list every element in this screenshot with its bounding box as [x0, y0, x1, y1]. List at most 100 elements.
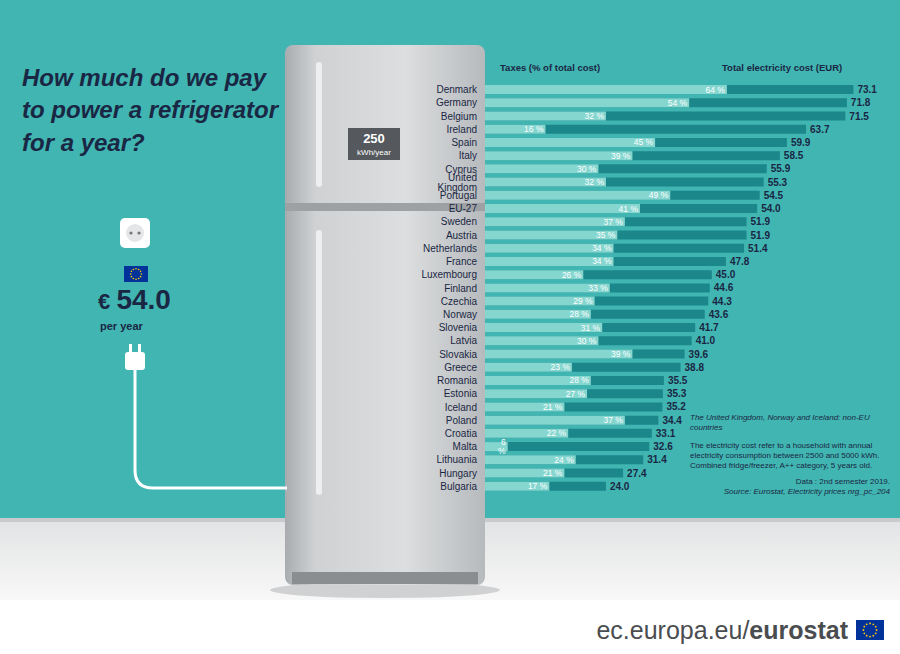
- svg-text:27 %: 27 %: [566, 389, 586, 399]
- html-text:€ 54.0: € 54.0: [98, 284, 171, 315]
- svg-text:41.7: 41.7: [699, 322, 719, 333]
- svg-text:EU-27: EU-27: [449, 203, 478, 214]
- svg-text:55.3: 55.3: [768, 177, 788, 188]
- svg-text:Austria: Austria: [446, 230, 478, 241]
- svg-text:Latvia: Latvia: [450, 335, 477, 346]
- svg-text:55.9: 55.9: [771, 163, 791, 174]
- svg-text:Luxembourg: Luxembourg: [421, 269, 477, 280]
- svg-text:16 %: 16 %: [524, 124, 544, 134]
- svg-text:Slovenia: Slovenia: [439, 322, 478, 333]
- svg-text:35.2: 35.2: [666, 401, 686, 412]
- svg-text:28 %: 28 %: [569, 309, 589, 319]
- svg-text:Norway: Norway: [443, 309, 477, 320]
- svg-text:Estonia: Estonia: [444, 388, 478, 399]
- svg-text:54 %: 54 %: [668, 98, 688, 108]
- svg-text:Portugal: Portugal: [440, 190, 477, 201]
- svg-text:24.0: 24.0: [610, 481, 630, 492]
- svg-text:35 %: 35 %: [596, 230, 616, 240]
- svg-text:45 %: 45 %: [634, 137, 654, 147]
- svg-text:Ireland: Ireland: [446, 124, 477, 135]
- svg-text:45.0: 45.0: [716, 269, 736, 280]
- svg-text:250: 250: [363, 131, 385, 146]
- svg-text:71.5: 71.5: [849, 111, 869, 122]
- svg-text:73.1: 73.1: [857, 84, 877, 95]
- svg-text:Finland: Finland: [444, 283, 477, 294]
- svg-text:29 %: 29 %: [573, 296, 593, 306]
- svg-text:Greece: Greece: [444, 362, 477, 373]
- svg-text:39 %: 39 %: [611, 349, 631, 359]
- svg-text:Romania: Romania: [437, 375, 477, 386]
- svg-text:35.3: 35.3: [667, 388, 687, 399]
- svg-text:28 %: 28 %: [569, 375, 589, 385]
- svg-text:Italy: Italy: [459, 150, 477, 161]
- svg-text:41.0: 41.0: [696, 335, 716, 346]
- svg-text:35.5: 35.5: [668, 375, 688, 386]
- svg-text:kWh/year: kWh/year: [357, 148, 391, 157]
- svg-text:34 %: 34 %: [592, 256, 612, 266]
- svg-text:Poland: Poland: [446, 415, 477, 426]
- svg-text:37 %: 37 %: [603, 217, 623, 227]
- svg-text:Czechia: Czechia: [441, 296, 478, 307]
- svg-text:34 %: 34 %: [592, 243, 612, 253]
- svg-text:71.8: 71.8: [851, 97, 871, 108]
- svg-text:51.4: 51.4: [748, 243, 768, 254]
- svg-text:24 %: 24 %: [554, 455, 574, 465]
- svg-text:33 %: 33 %: [588, 283, 608, 293]
- svg-text:Netherlands: Netherlands: [423, 243, 477, 254]
- svg-text:Denmark: Denmark: [436, 84, 478, 95]
- html-text:per year: per year: [100, 320, 143, 332]
- svg-text:26 %: 26 %: [562, 270, 582, 280]
- svg-text:44.6: 44.6: [714, 282, 734, 293]
- svg-text:Croatia: Croatia: [445, 428, 478, 439]
- svg-text:58.5: 58.5: [784, 150, 804, 161]
- svg-text:64 %: 64 %: [706, 85, 726, 95]
- svg-text:32.6: 32.6: [653, 441, 673, 452]
- svg-text:Sweden: Sweden: [441, 216, 477, 227]
- svg-text:38.8: 38.8: [685, 362, 705, 373]
- svg-text:Iceland: Iceland: [445, 402, 477, 413]
- svg-text:Spain: Spain: [451, 137, 477, 148]
- svg-text:59.9: 59.9: [791, 137, 811, 148]
- svg-text:39.6: 39.6: [689, 349, 709, 360]
- svg-text:21 %: 21 %: [543, 402, 563, 412]
- svg-text:21 %: 21 %: [543, 468, 563, 478]
- svg-text:30 %: 30 %: [577, 336, 597, 346]
- svg-text:17 %: 17 %: [528, 481, 548, 491]
- svg-text:33.1: 33.1: [656, 428, 676, 439]
- svg-text:Belgium: Belgium: [441, 111, 477, 122]
- svg-text:63.7: 63.7: [810, 124, 830, 135]
- svg-text:31 %: 31 %: [581, 323, 601, 333]
- html-text:The electricity cost refer to: The electricity cost refer to a househol…: [690, 441, 880, 470]
- svg-text:31.4: 31.4: [647, 454, 667, 465]
- svg-text:54.5: 54.5: [764, 190, 784, 201]
- svg-text:54.0: 54.0: [761, 203, 781, 214]
- svg-text:Bulgaria: Bulgaria: [440, 481, 477, 492]
- svg-text:Hungary: Hungary: [439, 468, 477, 479]
- svg-text:6%: 6%: [498, 437, 506, 456]
- svg-text:49 %: 49 %: [649, 190, 669, 200]
- html-text:The United Kingdom, Norway and: The United Kingdom, Norway and Iceland: …: [690, 413, 870, 432]
- svg-text:23 %: 23 %: [551, 362, 571, 372]
- svg-text:22 %: 22 %: [547, 428, 567, 438]
- svg-text:Malta: Malta: [453, 441, 478, 452]
- html-text:ec.europa.eu/ eurostat: ec.europa.eu/ eurostat: [596, 616, 848, 644]
- svg-text:Cyprus: Cyprus: [445, 163, 477, 175]
- svg-text:32 %: 32 %: [585, 177, 605, 187]
- svg-text:51.9: 51.9: [751, 216, 771, 227]
- svg-text:41 %: 41 %: [619, 204, 639, 214]
- html-text:How much do we pay to power a: How much do we pay to power a refrigerat…: [22, 64, 279, 156]
- svg-text:Slovakia: Slovakia: [439, 349, 477, 360]
- svg-text:43.6: 43.6: [709, 309, 729, 320]
- svg-text:France: France: [446, 256, 478, 267]
- svg-text:34.4: 34.4: [662, 415, 682, 426]
- svg-text:39 %: 39 %: [611, 151, 631, 161]
- svg-text:44.3: 44.3: [712, 296, 732, 307]
- svg-text:Lithuania: Lithuania: [436, 454, 477, 465]
- svg-text:51.9: 51.9: [751, 230, 771, 241]
- svg-text:Germany: Germany: [436, 97, 477, 108]
- svg-text:47.8: 47.8: [730, 256, 750, 267]
- svg-text:30 %: 30 %: [577, 164, 597, 174]
- svg-text:37 %: 37 %: [603, 415, 623, 425]
- svg-text:32 %: 32 %: [585, 111, 605, 121]
- svg-text:27.4: 27.4: [627, 468, 647, 479]
